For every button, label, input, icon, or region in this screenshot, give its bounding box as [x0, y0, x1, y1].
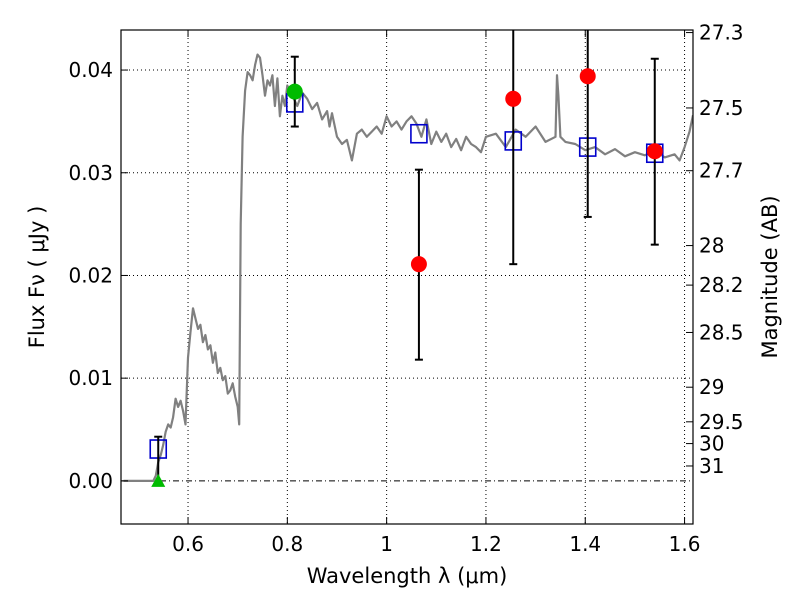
observed-point	[286, 83, 303, 100]
x-tick-label: 1.6	[669, 532, 701, 556]
y2-tick-label: 29.5	[699, 410, 744, 434]
y2-tick-label: 30	[699, 432, 724, 456]
x-axis-label: Wavelength λ (μm)	[307, 564, 508, 588]
plot-frame	[120, 29, 694, 525]
y2-tick-label: 29	[699, 375, 724, 399]
observed-point	[410, 256, 427, 273]
plot-data	[123, 30, 693, 487]
grid	[121, 30, 693, 524]
observed-point	[579, 68, 596, 85]
plot-series	[123, 30, 693, 487]
x-tick-label: 1	[380, 532, 393, 556]
y2-tick-label: 27.3	[699, 21, 744, 45]
x-tick-label: 1.4	[569, 532, 601, 556]
ticks: 0.6 0.8 1 1.2 1.4 1.6 0.00 0.01 0.02 0.03 0.04 27.3…	[68, 21, 743, 556]
model-photometry-square	[410, 123, 428, 144]
y2-tick-label: 28	[699, 234, 724, 258]
x-tick-label: 1.2	[470, 532, 502, 556]
y2-tick-label: 28.5	[699, 320, 744, 344]
x-tick-label: 0.6	[172, 532, 204, 556]
y-tick-label: 0.02	[68, 263, 113, 287]
y-tick-label: 0.01	[68, 366, 113, 390]
y-tick-label: 0.04	[68, 58, 113, 82]
y-axis-label: Flux Fν ( μJy )	[25, 206, 49, 349]
y2-axis-label: Magnitude (AB)	[758, 195, 782, 358]
y-tick-label: 0.03	[68, 161, 113, 185]
y2-tick-label: 27.5	[699, 96, 744, 120]
y-tick-label: 0.00	[68, 469, 113, 493]
y2-tick-label: 27.7	[699, 159, 744, 183]
model-spectrum-line	[123, 53, 693, 482]
upper-limit-triangle	[151, 473, 166, 487]
x-tick-label: 0.8	[271, 532, 303, 556]
observed-point	[505, 90, 522, 107]
observed-point	[646, 143, 663, 160]
y2-tick-label: 31	[699, 454, 724, 478]
y2-tick-label: 28.2	[699, 273, 744, 297]
